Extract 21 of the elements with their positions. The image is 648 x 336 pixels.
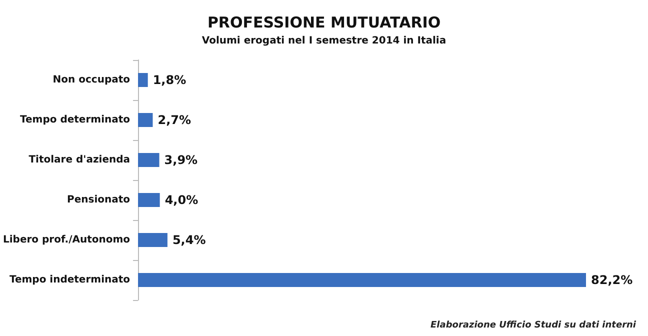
y-tick-label: Non occupato: [52, 74, 130, 86]
chart-title: PROFESSIONE MUTUATARIO: [207, 14, 441, 32]
data-label: 4,0%: [164, 193, 198, 207]
y-tick-label: Titolare d'azienda: [28, 154, 130, 166]
text: Elaborazione Ufficio Studi su dati interni: [430, 320, 637, 330]
y-tick-label: Pensionato: [67, 194, 130, 206]
data-label: 5,4%: [172, 233, 206, 247]
chart-subtitle: Volumi erogati nel I semestre 2014 in Italia: [202, 36, 446, 46]
bar: [138, 113, 153, 127]
bar: [138, 193, 160, 207]
data-label: 82,2%: [591, 273, 633, 287]
y-tick-label: Tempo indeterminato: [9, 274, 130, 286]
bar: [138, 73, 148, 87]
data-label: 3,9%: [164, 153, 198, 167]
y-tick-label: Tempo determinato: [20, 114, 130, 126]
data-label: 2,7%: [158, 113, 192, 127]
data-label: 1,8%: [152, 73, 186, 87]
bar: [138, 233, 168, 247]
bar: [138, 273, 586, 287]
bar: [138, 153, 160, 167]
y-tick-label: Libero prof./Autonomo: [2, 234, 130, 246]
